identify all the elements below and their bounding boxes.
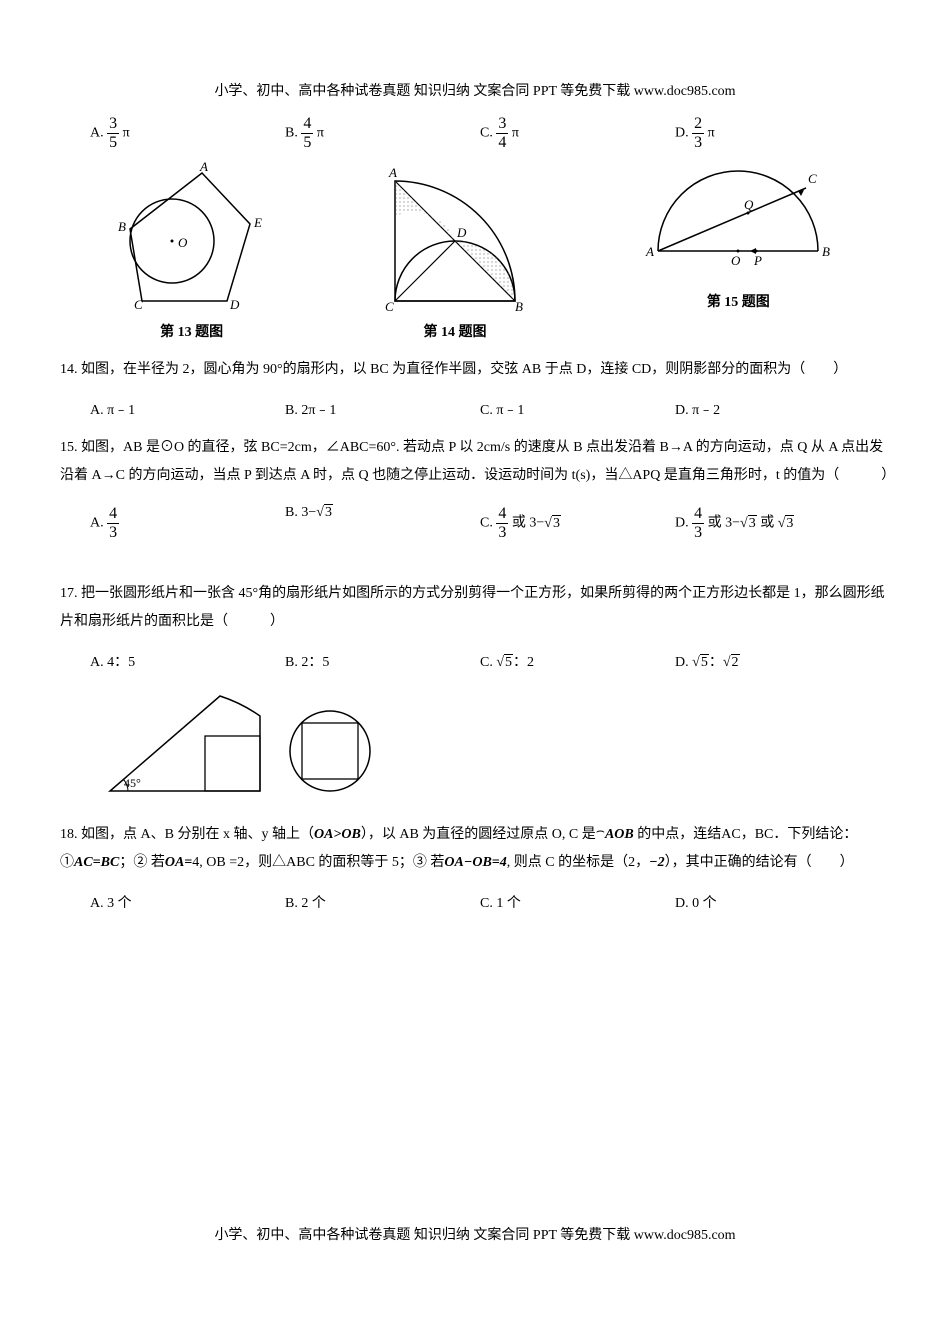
q17-option-d: D. 5：2 (675, 651, 870, 671)
q17-option-a: A. 4：5 (90, 651, 285, 671)
svg-text:E: E (253, 215, 262, 230)
q14-option-b: B. 2π﹣1 (285, 399, 480, 419)
question-15: 15. 如图，AB 是⊙O 的直径，弦 BC=2cm，∠ABC=60°. 若动点… (60, 434, 890, 490)
q14-option-c: C. π﹣1 (480, 399, 675, 419)
q18-oa-gt-ob: OA>OB (314, 827, 361, 842)
q18-arc: AOB (605, 827, 634, 842)
q18-option-a: A. 3 个 (90, 892, 285, 912)
diagrams-row: O A E D C B 第 13 题图 A D C B (60, 161, 890, 341)
q18-option-d: D. 0 个 (675, 892, 870, 912)
q18-oa-ob4: OA−OB=4 (444, 855, 506, 870)
figure-14: A D C B 第 14 题图 (375, 161, 535, 341)
figure-15-caption: 第 15 题图 (638, 291, 838, 311)
svg-text:C: C (808, 171, 817, 186)
svg-text:A: A (388, 165, 397, 180)
svg-text:O: O (178, 235, 188, 250)
q18-text-mid4: 4, OB =2，则△ABC 的面积等于 5；③ 若 (192, 855, 444, 870)
q17-option-c: C. 5：2 (480, 651, 675, 671)
svg-text:C: C (134, 297, 143, 311)
q14-options: A. π﹣1 B. 2π﹣1 C. π﹣1 D. π﹣2 (90, 399, 870, 419)
q18-text-mid5: , 则点 C 的坐标是（2， (507, 855, 649, 870)
question-18: 18. 如图，点 A、B 分别在 x 轴、y 轴上（OA>OB），以 AB 为直… (60, 821, 890, 877)
svg-text:O: O (731, 253, 741, 268)
q17-option-b: B. 2：5 (285, 651, 480, 671)
q13-option-d: D. 23 π (675, 115, 870, 151)
q18-text-end: ），其中正确的结论有（ ） (665, 855, 854, 870)
svg-text:D: D (229, 297, 240, 311)
q15-option-c: C. 43 或 3−3 (480, 505, 675, 541)
svg-text:D: D (456, 225, 467, 240)
q14-text: 14. 如图，在半径为 2，圆心角为 90°的扇形内，以 BC 为直径作半圆，交… (60, 362, 847, 377)
q18-option-b: B. 2 个 (285, 892, 480, 912)
figure-13-caption: 第 13 题图 (112, 321, 272, 341)
q18-oa-eq: OA= (165, 855, 192, 870)
figure-13: O A E D C B 第 13 题图 (112, 161, 272, 341)
q18-text-mid3: ；② 若 (119, 855, 165, 870)
q17-text: 17. 把一张圆形纸片和一张含 45°角的扇形纸片如图所示的方式分别剪得一个正方… (60, 586, 885, 629)
svg-text:45°: 45° (124, 776, 141, 790)
figure-14-caption: 第 14 题图 (375, 321, 535, 341)
q17-options: A. 4：5 B. 2：5 C. 5：2 D. 5：2 (90, 651, 870, 671)
svg-text:P: P (753, 253, 762, 268)
figure-15: A B C O P Q 第 15 题图 (638, 161, 838, 341)
svg-text:A: A (645, 244, 654, 259)
q14-option-d: D. π﹣2 (675, 399, 870, 419)
q15-option-a: A. 43 (90, 505, 285, 541)
svg-text:Q: Q (744, 197, 754, 212)
question-14: 14. 如图，在半径为 2，圆心角为 90°的扇形内，以 BC 为直径作半圆，交… (60, 356, 890, 384)
q13-option-b: B. 45 π (285, 115, 480, 151)
svg-text:A: A (199, 161, 208, 174)
page-header: 小学、初中、高中各种试卷真题 知识归纳 文案合同 PPT 等免费下载 www.d… (60, 80, 890, 100)
q13-option-a: A. 35 π (90, 115, 285, 151)
q15-option-d: D. 43 或 3−3 或 3 (675, 505, 870, 541)
q18-text-pre: 18. 如图，点 A、B 分别在 x 轴、y 轴上（ (60, 827, 314, 842)
q17-diagram: 45° (100, 681, 890, 806)
q18-neg2: −2 (649, 855, 664, 870)
q13-option-c: C. 34 π (480, 115, 675, 151)
q18-options: A. 3 个 B. 2 个 C. 1 个 D. 0 个 (90, 892, 870, 912)
svg-text:B: B (515, 299, 523, 311)
svg-text:C: C (385, 299, 394, 311)
q18-option-c: C. 1 个 (480, 892, 675, 912)
q15-options: A. 43 B. 3−3 C. 43 或 3−3 D. 43 或 3−3 或 3 (90, 505, 870, 541)
q18-ac-bc: AC=BC (74, 855, 119, 870)
page-footer: 小学、初中、高中各种试卷真题 知识归纳 文案合同 PPT 等免费下载 www.d… (0, 1224, 950, 1244)
q13-options: A. 35 π B. 45 π C. 34 π D. 23 π (90, 115, 870, 151)
question-17: 17. 把一张圆形纸片和一张含 45°角的扇形纸片如图所示的方式分别剪得一个正方… (60, 580, 890, 636)
svg-text:B: B (118, 219, 126, 234)
q15-option-b: B. 3−3 (285, 505, 480, 541)
q18-text-mid1: ），以 AB 为直径的圆经过原点 O, C 是 (361, 827, 596, 842)
q15-text: 15. 如图，AB 是⊙O 的直径，弦 BC=2cm，∠ABC=60°. 若动点… (60, 440, 895, 483)
svg-text:B: B (822, 244, 830, 259)
q14-option-a: A. π﹣1 (90, 399, 285, 419)
